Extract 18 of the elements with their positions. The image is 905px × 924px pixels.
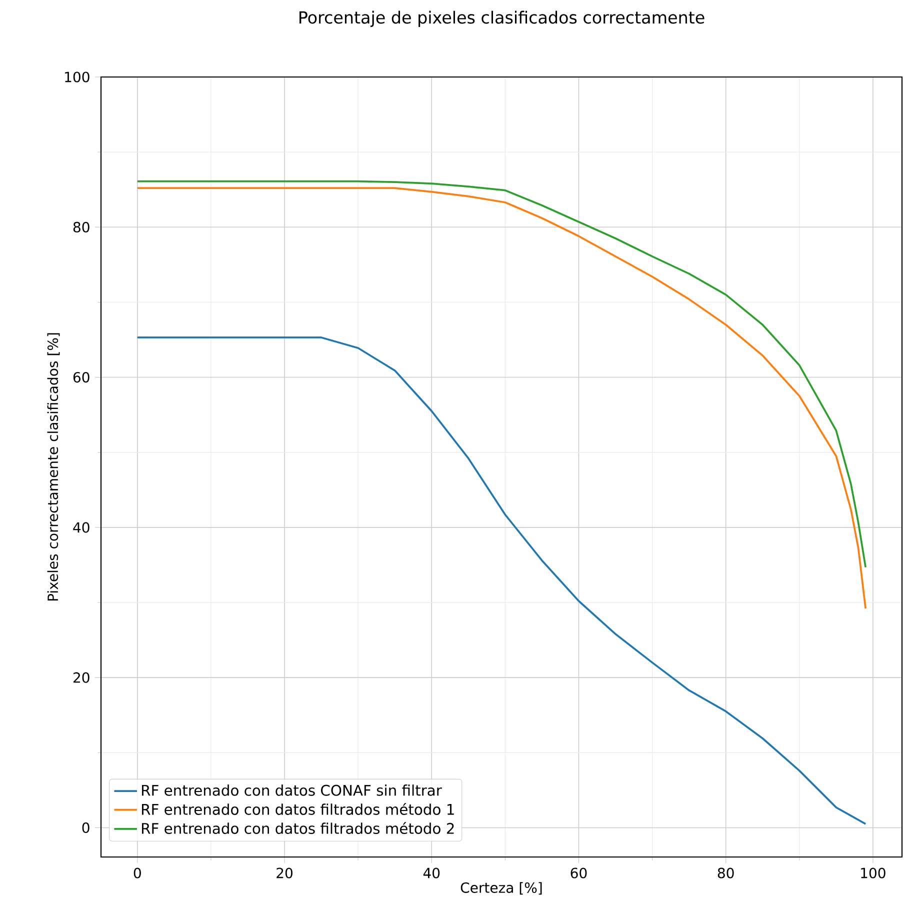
legend-label: RF entrenado con datos filtrados método 2 <box>142 822 454 834</box>
y-tick-label: 0 <box>82 822 90 833</box>
y-tick-label: 20 <box>74 672 90 683</box>
y-tick-label: 100 <box>65 72 90 82</box>
x-tick-label: 40 <box>423 868 440 878</box>
y-tick-label: 60 <box>73 372 90 383</box>
x-axis-title: Certeza [%] <box>460 882 542 895</box>
x-tick-label: 20 <box>276 868 292 878</box>
x-tick-label: 60 <box>570 868 587 878</box>
x-tick-label: 0 <box>134 868 141 878</box>
legend-label: RF entrenado con datos CONAF sin filtrar <box>142 784 442 796</box>
x-tick-label: 80 <box>718 868 734 878</box>
chart-title: Porcentaje de pixeles clasificados correctamente <box>300 10 704 27</box>
legend-label: RF entrenado con datos filtrados método 1 <box>142 802 454 815</box>
y-tick-label: 40 <box>73 522 90 533</box>
y-axis-title: Pixeles correctamente clasificados [%] <box>47 333 60 601</box>
x-tick-label: 100 <box>861 868 886 878</box>
y-tick-label: 80 <box>73 222 90 232</box>
